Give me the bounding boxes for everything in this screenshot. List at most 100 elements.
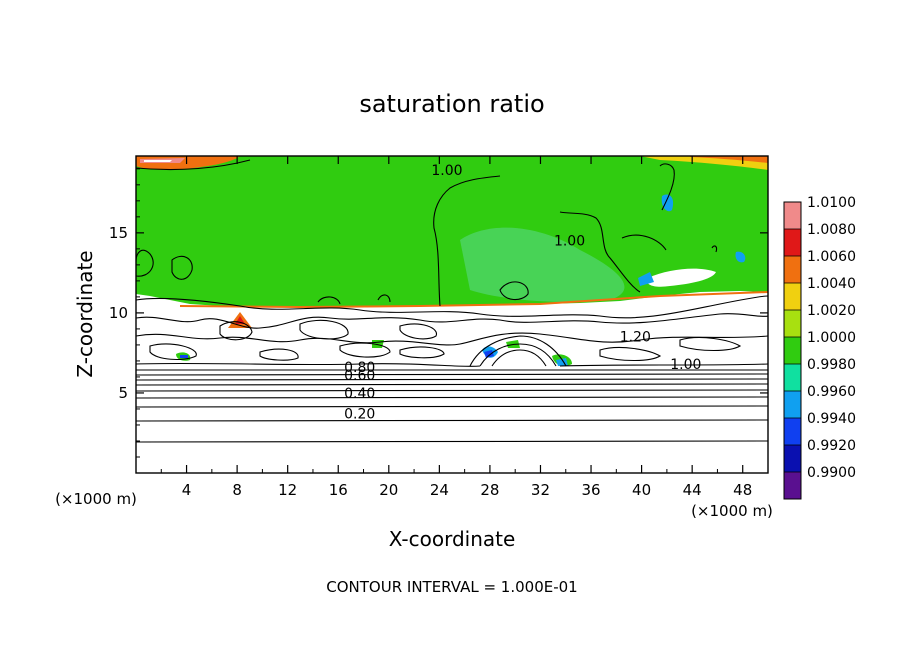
colorbar-swatch	[784, 202, 801, 229]
contour-lines	[136, 159, 768, 443]
colorbar-label: 0.9980	[807, 357, 856, 373]
top-right-red-strip	[690, 156, 768, 163]
x-tick-label: 48	[733, 481, 752, 499]
x-axis-unit-right: (×1000 m)	[691, 502, 773, 520]
contour-label: 1.00	[554, 234, 585, 250]
cloud-blob-6	[399, 346, 445, 359]
contour-1.00-blob-b	[499, 281, 529, 301]
colorbar-label: 1.0000	[807, 330, 856, 346]
colorbar-swatch	[784, 283, 801, 310]
colorbar-label: 0.9920	[807, 438, 856, 454]
cloud-blob-5	[339, 342, 391, 358]
colorbar-swatch	[784, 472, 801, 499]
contour-0.10	[136, 440, 768, 443]
contour-1.00-blob-d	[377, 294, 391, 303]
dome-outer	[469, 335, 567, 367]
top-contour	[136, 159, 251, 171]
x-tick-label: 8	[232, 481, 242, 499]
x-tick-label: 32	[531, 481, 550, 499]
contour-label: 0.40	[344, 386, 375, 402]
x-tick-label: 16	[329, 481, 348, 499]
contour-1.00-lower	[136, 362, 768, 367]
y-tick-label: 15	[109, 224, 128, 242]
contour-label: 1.00	[431, 163, 462, 179]
cloud-blob-1	[219, 321, 253, 341]
blue-patch-low-1	[180, 355, 188, 358]
cloud-1.20-a	[136, 313, 768, 329]
top-white-streak	[144, 160, 172, 162]
contour-1.00-blob-f	[659, 163, 675, 211]
cloud-base-rim	[179, 291, 768, 309]
x-tick-label: 36	[581, 481, 600, 499]
colorbar-swatch	[784, 418, 801, 445]
cloud-blob-3	[399, 323, 437, 340]
saturation-field: 1.00 1.00 1.20 1.00 0.800.60 0.40 0.20	[136, 156, 768, 473]
colorbar-swatch	[784, 445, 801, 472]
contour-1.00-main-b	[559, 211, 641, 293]
contour-1.00-blob-c	[317, 296, 341, 305]
colorbar-swatch	[784, 310, 801, 337]
x-tick-label: 20	[379, 481, 398, 499]
y-tick-label: 5	[118, 384, 128, 402]
colorbar-swatch	[784, 337, 801, 364]
white-anomaly-1	[647, 268, 716, 287]
light-cyan-patch	[460, 227, 625, 302]
colorbar-swatch	[784, 391, 801, 418]
contour-label: 0.60	[344, 368, 375, 384]
chart-title: saturation ratio	[359, 90, 544, 118]
x-tick-label: 12	[278, 481, 297, 499]
colorbar-label: 1.0020	[807, 303, 856, 319]
x-axis-label: X-coordinate	[389, 527, 516, 551]
colorbar-label: 1.0060	[807, 249, 856, 265]
x-axis-unit-left: (×1000 m)	[55, 490, 137, 508]
x-tick-label: 24	[430, 481, 449, 499]
cloud-blob-4	[149, 343, 197, 361]
colorbar-label: 0.9900	[807, 465, 856, 481]
contour-label: 1.20	[620, 330, 651, 346]
contour-0.80	[136, 373, 768, 376]
dome-mid	[479, 343, 557, 367]
contour-0.20	[136, 419, 768, 422]
contour-label: 1.00	[670, 357, 701, 373]
cloud-blob-9	[259, 348, 299, 361]
contour-label: 0.80	[344, 360, 375, 376]
x-tick-label: 44	[683, 481, 702, 499]
colorbar-label: 1.0080	[807, 222, 856, 238]
contour-0.40	[136, 396, 768, 399]
plot-frame	[135, 155, 769, 474]
contour-interval-note: CONTOUR INTERVAL = 1.000E-01	[326, 578, 577, 596]
colorbar-swatch	[784, 364, 801, 391]
cloud-blob-8	[679, 337, 742, 352]
cloud-blob-2	[299, 319, 349, 340]
colorbar-label: 0.9960	[807, 384, 856, 400]
cloud-blob-7	[599, 347, 662, 362]
y-axis-label: Z-coordinate	[73, 250, 97, 377]
blue-anomaly-1	[661, 194, 674, 212]
contour-0.60	[136, 383, 768, 386]
colorbar-swatch	[784, 256, 801, 283]
x-axis-ticks: 4 8 12 16 20 24 28 32 36 40 44 48	[160, 156, 752, 499]
y-axis-ticks: 5 10 15	[109, 168, 768, 458]
contour-0.30	[136, 405, 768, 408]
x-tick-label: 4	[182, 481, 192, 499]
contour-1.00-blob-e	[711, 245, 718, 253]
blue-anomaly-2	[638, 272, 654, 286]
contour-1.00-blob-g	[621, 234, 667, 251]
x-tick-label: 40	[632, 481, 651, 499]
x-tick-label: 28	[480, 481, 499, 499]
contour-1.00-blob-a	[171, 255, 193, 280]
dome-inner	[491, 349, 547, 367]
contour-label: 0.20	[344, 407, 375, 423]
y-tick-label: 10	[109, 304, 128, 322]
colorbar-label: 1.0100	[807, 195, 856, 211]
colorbar-label: 0.9940	[807, 411, 856, 427]
colorbar-label: 1.0040	[807, 276, 856, 292]
contour-0.50	[136, 389, 768, 392]
colorbar-swatch	[784, 229, 801, 256]
contour-1.00-left	[136, 249, 154, 277]
cloud-1.00-outer-a	[136, 295, 768, 319]
blue-anomaly-3	[735, 251, 746, 263]
colorbar: 1.0100 1.0080 1.0060 1.0040 1.0020 1.0000 0.99…	[783, 195, 856, 500]
contour-1.00-main-a	[433, 175, 501, 307]
